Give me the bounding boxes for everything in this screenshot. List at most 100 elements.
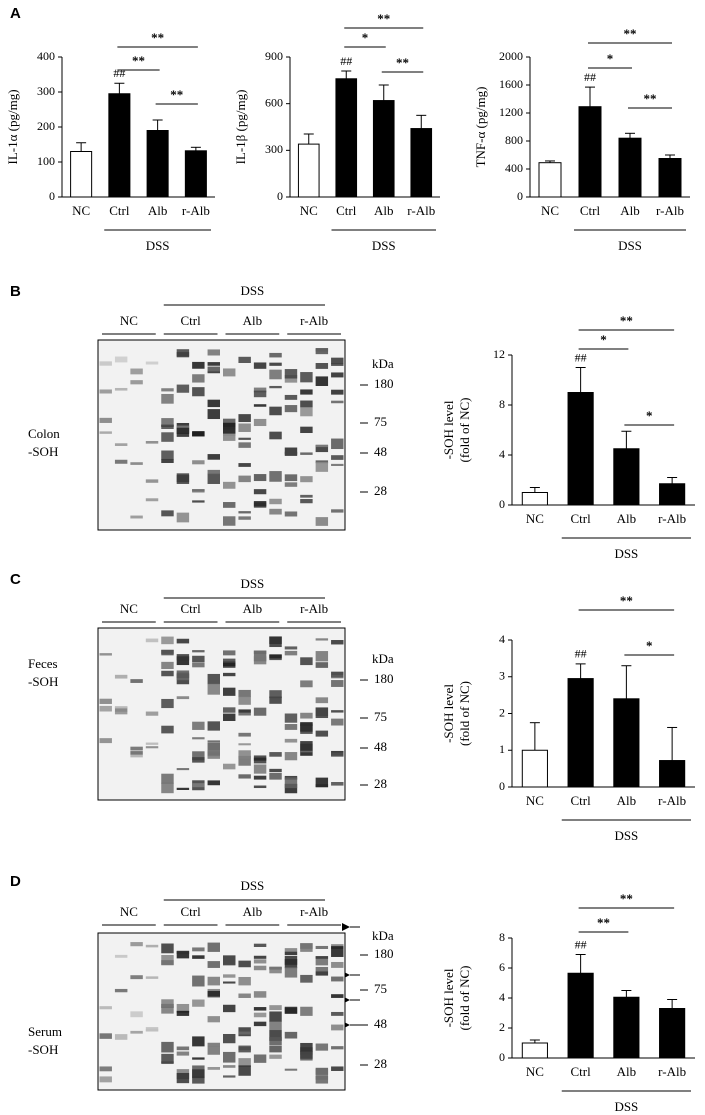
band bbox=[253, 387, 267, 393]
band bbox=[223, 1004, 236, 1013]
lane-label: NC bbox=[120, 601, 138, 616]
annotation: ## bbox=[340, 54, 352, 68]
band bbox=[315, 638, 329, 641]
band bbox=[315, 662, 329, 668]
band bbox=[315, 1076, 329, 1084]
band bbox=[192, 1069, 205, 1079]
x-tick-label: Ctrl bbox=[571, 1064, 592, 1079]
y-axis-label: IL-1α (pg/mg) bbox=[5, 89, 20, 164]
band bbox=[99, 1006, 112, 1010]
y-tick-label: 3 bbox=[499, 669, 505, 683]
band bbox=[223, 650, 236, 656]
y-axis-label: IL-1β (pg/mg) bbox=[233, 90, 248, 165]
band bbox=[331, 994, 344, 998]
band bbox=[284, 650, 298, 656]
bar bbox=[613, 448, 640, 506]
x-tick-label: Alb bbox=[620, 203, 640, 218]
band bbox=[284, 482, 298, 487]
band bbox=[223, 422, 236, 434]
band bbox=[253, 757, 267, 761]
band bbox=[207, 366, 220, 373]
band bbox=[176, 950, 190, 955]
y-axis-label: TNF-α (pg/mg) bbox=[473, 87, 488, 168]
band bbox=[99, 1076, 112, 1083]
band bbox=[253, 707, 267, 716]
band bbox=[161, 670, 174, 677]
band bbox=[145, 742, 159, 745]
band bbox=[207, 673, 220, 685]
y-axis-label: (fold of NC) bbox=[457, 398, 472, 463]
band bbox=[238, 475, 251, 483]
band bbox=[238, 414, 251, 423]
band bbox=[269, 1054, 282, 1059]
x-tick-label: Alb bbox=[617, 1064, 637, 1079]
band bbox=[145, 361, 159, 365]
band bbox=[331, 438, 344, 450]
band bbox=[192, 662, 205, 668]
band bbox=[253, 775, 267, 780]
band bbox=[284, 394, 298, 400]
band bbox=[284, 646, 298, 650]
band bbox=[331, 363, 344, 366]
band bbox=[315, 945, 329, 949]
significance-label: ** bbox=[644, 91, 657, 106]
unit-label: kDa bbox=[372, 928, 394, 943]
bar bbox=[297, 143, 320, 198]
marker-label: 180 bbox=[374, 946, 394, 961]
marker-label: 75 bbox=[374, 981, 387, 996]
band bbox=[192, 431, 205, 437]
significance-label: ** bbox=[620, 313, 633, 328]
band bbox=[130, 368, 143, 375]
y-tick-label: 2 bbox=[499, 1020, 505, 1034]
band bbox=[192, 737, 205, 740]
band bbox=[114, 988, 128, 993]
band bbox=[176, 1072, 190, 1084]
lane-label: Ctrl bbox=[181, 313, 202, 328]
band bbox=[176, 1051, 190, 1056]
band bbox=[238, 437, 251, 440]
band bbox=[315, 971, 329, 976]
band bbox=[315, 956, 329, 959]
band bbox=[145, 746, 159, 749]
band bbox=[253, 955, 267, 959]
band bbox=[238, 356, 251, 363]
group-label: DSS bbox=[240, 878, 264, 893]
band bbox=[176, 787, 190, 790]
band bbox=[331, 680, 344, 687]
band bbox=[269, 768, 282, 773]
band bbox=[161, 1053, 174, 1063]
band bbox=[192, 489, 205, 493]
band bbox=[114, 356, 128, 363]
bar bbox=[538, 162, 562, 198]
band bbox=[238, 774, 251, 779]
band bbox=[269, 1005, 282, 1011]
band bbox=[238, 463, 251, 467]
band bbox=[207, 750, 220, 759]
y-tick-label: 200 bbox=[37, 119, 55, 133]
band bbox=[253, 965, 267, 971]
x-tick-label: NC bbox=[541, 203, 559, 218]
bar bbox=[335, 78, 358, 198]
band bbox=[331, 710, 344, 713]
marker-label: 180 bbox=[374, 376, 394, 391]
y-tick-label: 800 bbox=[505, 133, 523, 147]
band bbox=[223, 1075, 236, 1078]
band bbox=[315, 1043, 329, 1051]
band bbox=[238, 993, 251, 998]
sample-label: -SOH bbox=[28, 444, 58, 459]
band bbox=[331, 455, 344, 460]
band bbox=[331, 400, 344, 404]
band bbox=[300, 476, 313, 483]
band bbox=[253, 390, 267, 398]
band bbox=[207, 1046, 220, 1055]
y-tick-label: 4 bbox=[499, 990, 505, 1004]
bar bbox=[659, 483, 686, 506]
y-tick-label: 100 bbox=[37, 154, 55, 168]
band bbox=[253, 474, 267, 482]
significance-label: ** bbox=[151, 30, 164, 45]
band bbox=[130, 679, 143, 683]
band bbox=[207, 1016, 220, 1023]
band bbox=[315, 348, 329, 352]
x-tick-label: r-Alb bbox=[658, 1064, 686, 1079]
